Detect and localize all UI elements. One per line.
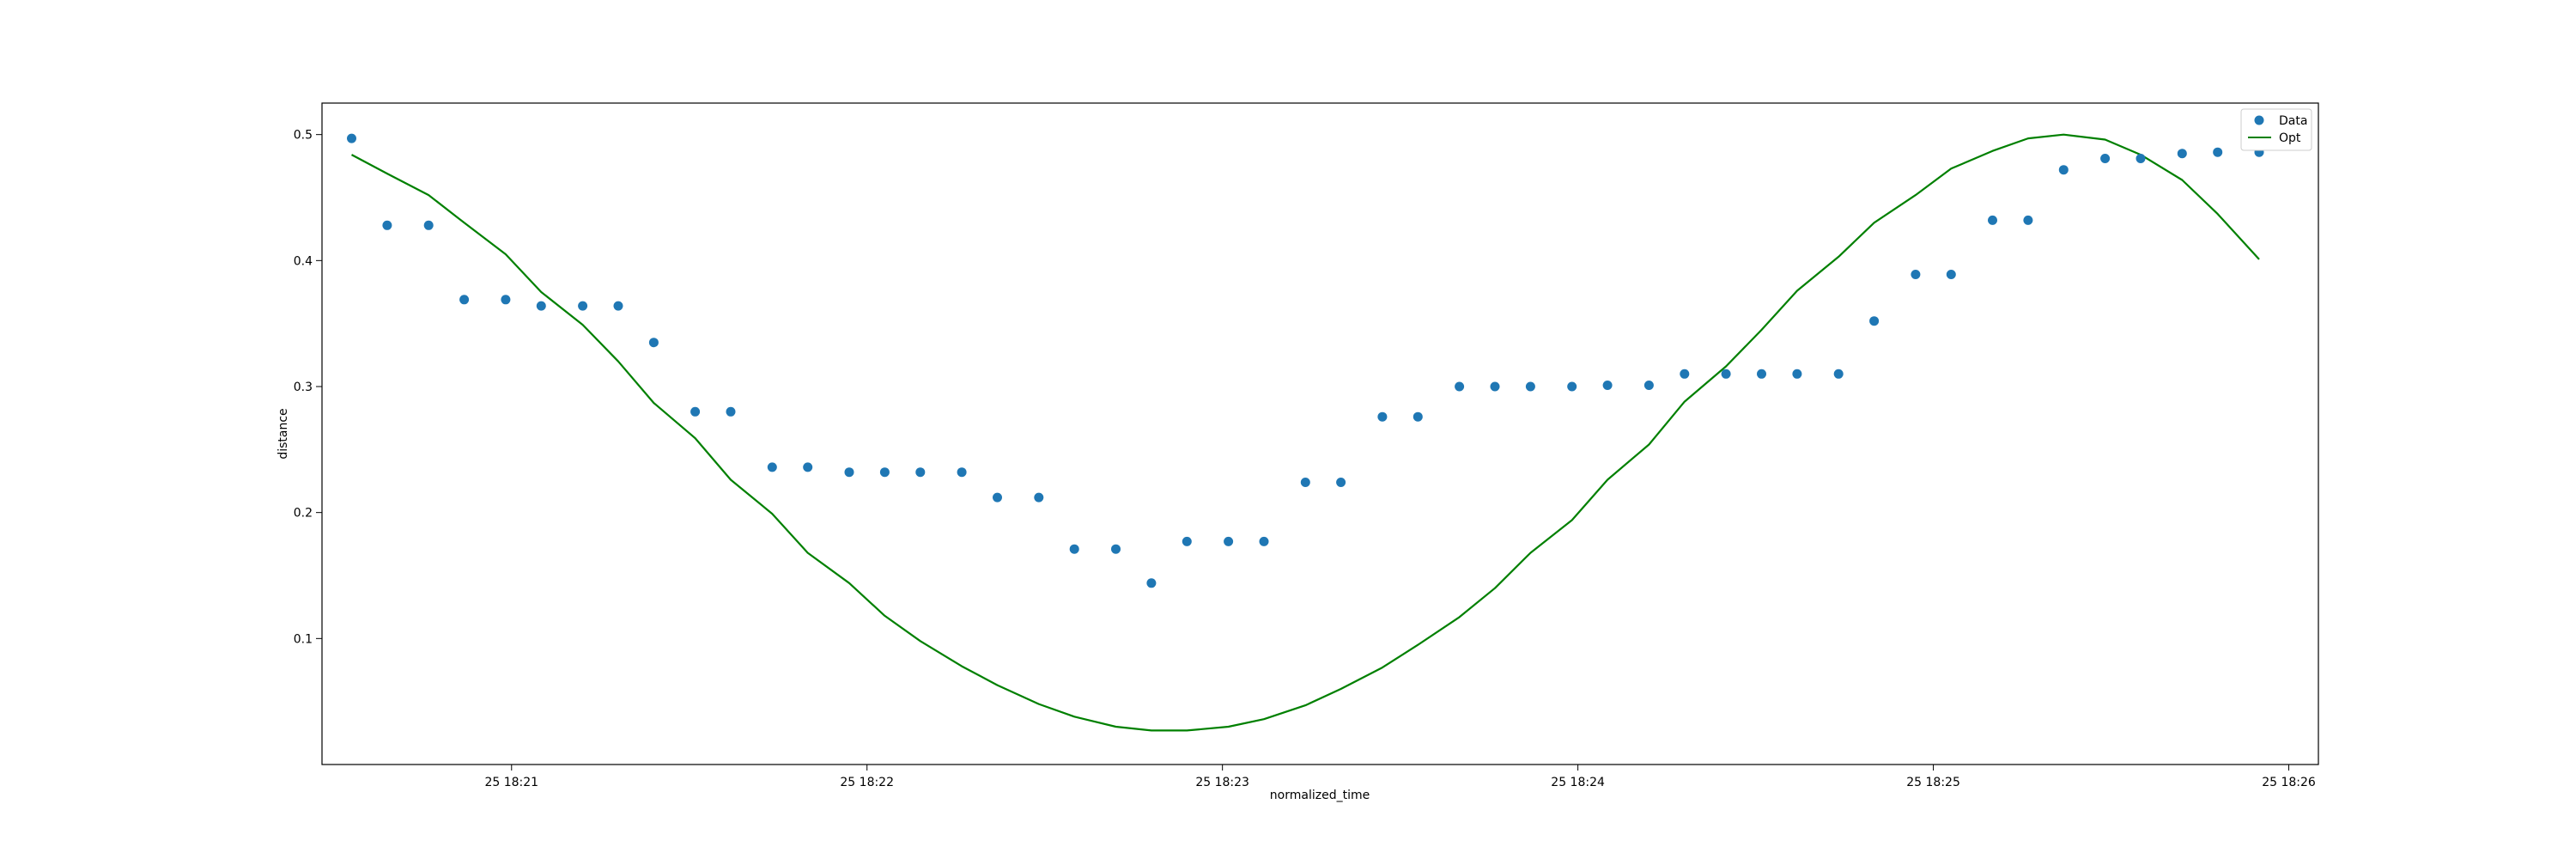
legend-label-opt: Opt (2279, 131, 2301, 145)
data-point (613, 301, 623, 311)
data-point (1413, 411, 1423, 422)
y-tick-label: 0.3 (294, 381, 313, 394)
legend-label-data: Data (2279, 114, 2307, 128)
data-point (1680, 369, 1690, 379)
data-point (844, 467, 854, 478)
legend-marker-data (2254, 115, 2264, 125)
data-point (1300, 478, 1310, 487)
data-point (501, 295, 511, 305)
y-tick-label: 0.1 (294, 632, 313, 646)
data-point (459, 295, 470, 305)
data-point (382, 220, 392, 230)
data-point (1567, 381, 1577, 392)
y-tick-label: 0.2 (294, 507, 313, 521)
data-point (2100, 154, 2111, 163)
plot-area (347, 133, 2264, 732)
data-point (1111, 544, 1121, 554)
data-point (993, 492, 1002, 503)
opt-series-line (350, 133, 2260, 732)
data-point (1792, 369, 1802, 379)
data-point (1034, 492, 1044, 503)
data-point (2136, 154, 2146, 163)
data-point (767, 462, 777, 472)
data-point (2023, 215, 2033, 225)
data-point (1490, 381, 1500, 392)
data-point (2213, 147, 2223, 157)
y-tick-label: 0.5 (294, 129, 313, 143)
data-point (1869, 316, 1880, 326)
data-point (1946, 270, 1956, 279)
x-tick-label: 25 18:23 (1195, 776, 1249, 789)
data-point (578, 301, 588, 311)
data-point (1643, 381, 1654, 390)
data-point (1224, 536, 1234, 546)
data-point (1833, 369, 1844, 379)
data-point (803, 462, 813, 472)
data-point (1377, 411, 1388, 422)
data-point (1721, 369, 1731, 379)
data-point (2058, 165, 2069, 175)
x-tick-label: 25 18:26 (2262, 776, 2316, 789)
x-axis-label: normalized_time (1270, 789, 1370, 802)
data-point (1525, 381, 1535, 392)
y-axis-label: distance (276, 408, 290, 459)
data-point (879, 467, 890, 478)
data-point (957, 467, 967, 478)
data-point (423, 220, 434, 230)
data-point (1988, 215, 1997, 225)
data-point (1602, 381, 1613, 390)
x-tick-label: 25 18:25 (1906, 776, 1960, 789)
data-point (2177, 149, 2187, 159)
x-tick-label: 25 18:21 (484, 776, 538, 789)
data-point (726, 406, 736, 417)
data-point (690, 406, 701, 417)
data-point (915, 467, 926, 478)
y-axis: 0.1 0.2 0.3 0.4 0.5 (294, 129, 322, 646)
data-point (648, 338, 659, 348)
data-point (1146, 578, 1157, 588)
data-point (1455, 381, 1465, 392)
data-point (347, 133, 356, 143)
y-tick-label: 0.4 (294, 254, 313, 268)
x-tick-label: 25 18:22 (840, 776, 894, 789)
data-point (1757, 369, 1766, 379)
x-tick-label: 25 18:24 (1551, 776, 1605, 789)
data-point (1069, 544, 1079, 554)
legend: Data Opt (2240, 108, 2312, 151)
data-point (1911, 270, 1921, 279)
data-point (536, 301, 546, 311)
x-axis: 25 18:21 25 18:22 25 18:23 25 18:24 25 18:25… (484, 765, 2316, 789)
data-point (1336, 478, 1346, 487)
data-point (1259, 536, 1269, 546)
data-point (1182, 536, 1192, 546)
plot-frame (321, 102, 2319, 765)
